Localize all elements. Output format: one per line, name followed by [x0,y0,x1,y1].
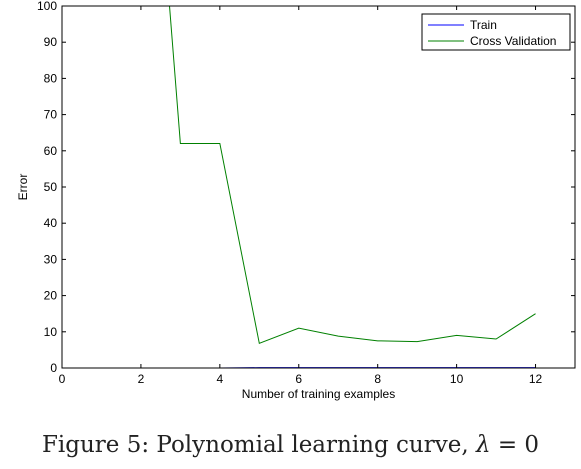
x-tick-label: 2 [138,372,145,386]
y-tick-label: 50 [44,180,58,194]
legend-box [421,13,571,51]
y-tick-label: 70 [44,108,58,122]
caption-equals: = 0 [497,432,540,458]
y-tick-label: 90 [44,35,58,49]
plot-area [62,6,575,368]
y-tick-label: 40 [44,216,58,230]
series-line-cross-validation [169,6,536,345]
y-axis-label: Error [16,174,30,201]
y-tick-label: 30 [44,252,58,266]
x-tick-label: 10 [450,372,464,386]
learning-curve-chart: 0 2 4 6 8 10 12 0 10 20 30 40 50 60 70 80 90 100 Number o… [16,0,576,401]
caption-text: Figure 5: Polynomial learning curve, [41,432,469,458]
x-tick-label: 4 [217,372,224,386]
x-tick-label: 0 [59,372,66,386]
figure-caption: Figure 5: Polynomial learning curve, λ =… [0,432,581,458]
caption-lambda: λ [475,432,491,458]
legend-label-train: Train [470,18,497,32]
y-tick-label: 20 [44,289,58,303]
x-axis-label: Number of training examples [242,387,395,401]
y-tick-label: 0 [50,361,57,375]
y-tick-label: 100 [37,0,57,13]
y-tick-label: 80 [44,71,58,85]
x-tick-label: 12 [529,372,543,386]
y-tick-label: 10 [44,325,58,339]
legend: Train Cross Validation [421,13,571,51]
y-tick-label: 60 [44,144,58,158]
x-tick-label: 6 [295,372,302,386]
legend-label-cross-validation: Cross Validation [470,34,556,48]
x-tick-label: 8 [374,372,381,386]
